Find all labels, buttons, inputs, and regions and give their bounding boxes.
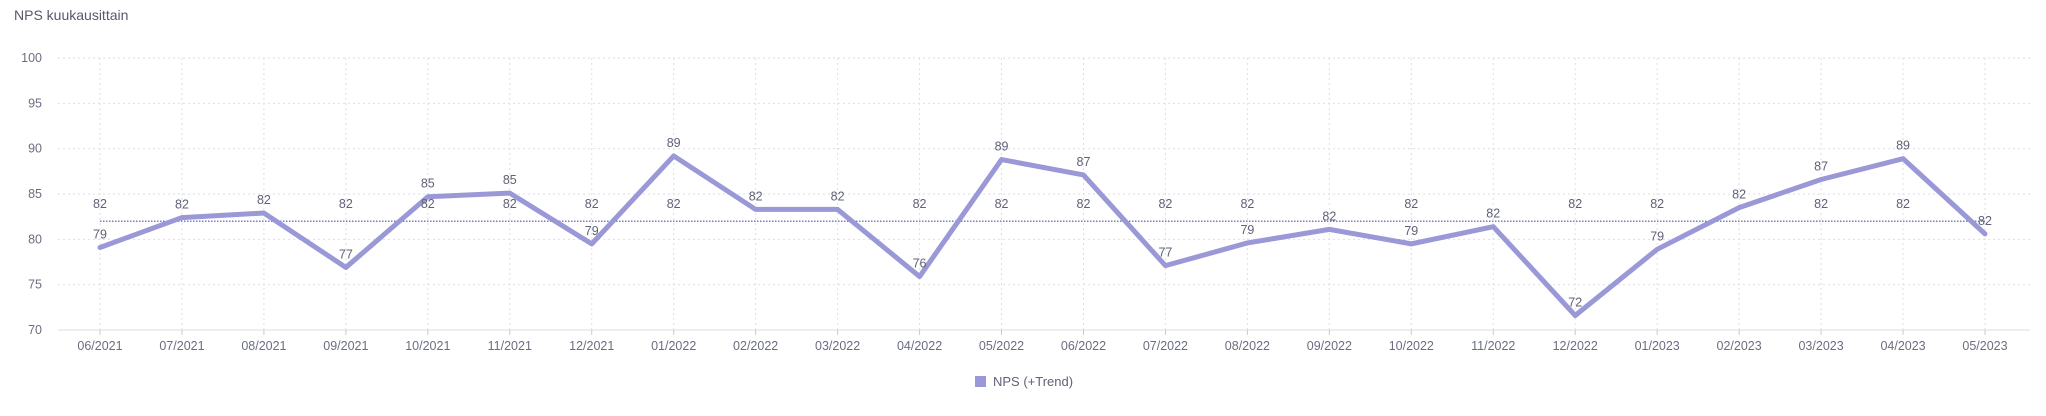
x-tick-label: 04/2023 <box>1880 339 1925 353</box>
nps-value-label: 82 <box>831 189 845 203</box>
nps-value-label: 76 <box>913 257 927 271</box>
trend-value-label: 82 <box>1240 197 1254 211</box>
x-tick-label: 05/2023 <box>1962 339 2007 353</box>
trend-value-label: 82 <box>1404 197 1418 211</box>
x-tick-label: 11/2021 <box>488 339 532 353</box>
x-tick-label: 12/2021 <box>569 339 614 353</box>
trend-value-label: 82 <box>667 197 681 211</box>
x-tick-label: 01/2022 <box>651 339 696 353</box>
x-tick-label: 06/2022 <box>1061 339 1106 353</box>
trend-value-label: 82 <box>1896 197 1910 211</box>
nps-value-label: 79 <box>1240 223 1254 237</box>
trend-value-label: 82 <box>1650 197 1664 211</box>
nps-value-label: 79 <box>1650 229 1664 243</box>
trend-value-label: 82 <box>1158 197 1172 211</box>
x-tick-label: 12/2022 <box>1553 339 1598 353</box>
y-tick-label: 80 <box>28 232 42 246</box>
x-tick-label: 07/2022 <box>1143 339 1188 353</box>
x-tick-label: 03/2022 <box>815 339 860 353</box>
trend-value-label: 82 <box>913 197 927 211</box>
y-tick-label: 75 <box>28 278 42 292</box>
x-tick-label: 02/2023 <box>1717 339 1762 353</box>
y-tick-label: 90 <box>28 142 42 156</box>
nps-value-label: 87 <box>1814 159 1828 173</box>
nps-value-label: 82 <box>1322 209 1336 223</box>
x-tick-label: 08/2022 <box>1225 339 1270 353</box>
y-tick-label: 95 <box>28 96 42 110</box>
x-tick-label: 09/2021 <box>323 339 368 353</box>
legend-swatch-icon <box>975 376 986 387</box>
nps-value-label: 89 <box>1896 139 1910 153</box>
x-tick-label: 06/2021 <box>77 339 122 353</box>
nps-value-label: 79 <box>1404 224 1418 238</box>
nps-value-label: 77 <box>1158 246 1172 260</box>
x-tick-label: 03/2023 <box>1798 339 1843 353</box>
x-tick-label: 09/2022 <box>1307 339 1352 353</box>
x-tick-label: 01/2023 <box>1635 339 1680 353</box>
trend-value-label: 82 <box>339 197 353 211</box>
x-tick-label: 11/2022 <box>1471 339 1515 353</box>
x-tick-label: 10/2022 <box>1389 339 1434 353</box>
nps-value-label: 72 <box>1568 295 1582 309</box>
nps-value-label: 79 <box>93 227 107 241</box>
trend-value-label: 82 <box>1814 197 1828 211</box>
data-labels: 82 82 82 82 82 82 82 82 82 82 82 82 82 82 82 82 79 82 82 77… <box>93 136 1992 310</box>
nps-value-label: 82 <box>175 198 189 212</box>
nps-value-label: 85 <box>421 177 435 191</box>
trend-value-label: 82 <box>995 197 1009 211</box>
nps-value-label: 82 <box>749 189 763 203</box>
nps-line <box>97 153 1988 318</box>
trend-value-label: 82 <box>1568 197 1582 211</box>
nps-value-label: 89 <box>667 136 681 150</box>
x-tick-label: 04/2022 <box>897 339 942 353</box>
nps-value-label: 85 <box>503 173 517 187</box>
trend-value-label: 82 <box>585 197 599 211</box>
nps-value-label: 82 <box>257 193 271 207</box>
legend-label: NPS (+Trend) <box>993 374 1074 389</box>
nps-series <box>97 153 1988 318</box>
x-tick-label: 07/2021 <box>159 339 204 353</box>
y-tick-label: 100 <box>21 51 42 65</box>
grid <box>58 57 2030 331</box>
trend-value-label: 82 <box>503 197 517 211</box>
x-tick-label: 02/2022 <box>733 339 778 353</box>
trend-value-label: 82 <box>93 197 107 211</box>
nps-value-label: 77 <box>339 247 353 261</box>
legend[interactable]: NPS (+Trend) <box>975 374 1073 389</box>
chart-title: NPS kuukausittain <box>14 7 129 23</box>
nps-value-label: 87 <box>1077 155 1091 169</box>
x-tick-label: 10/2021 <box>405 339 450 353</box>
trend-value-label: 82 <box>1077 197 1091 211</box>
y-tick-label: 70 <box>28 323 42 337</box>
y-tick-label: 85 <box>28 187 42 201</box>
x-tick-label: 05/2022 <box>979 339 1024 353</box>
nps-value-label: 82 <box>1486 207 1500 221</box>
nps-value-label: 89 <box>995 140 1009 154</box>
x-tick-label: 08/2021 <box>241 339 286 353</box>
nps-value-label: 82 <box>1732 188 1746 202</box>
nps-value-label: 79 <box>585 224 599 238</box>
trend-value-label: 82 <box>421 197 435 211</box>
nps-value-label: 82 <box>1978 214 1992 228</box>
axes: 70 75 80 85 90 95 100 06/2021 07/2021 08/2021 09/2… <box>21 51 2007 353</box>
